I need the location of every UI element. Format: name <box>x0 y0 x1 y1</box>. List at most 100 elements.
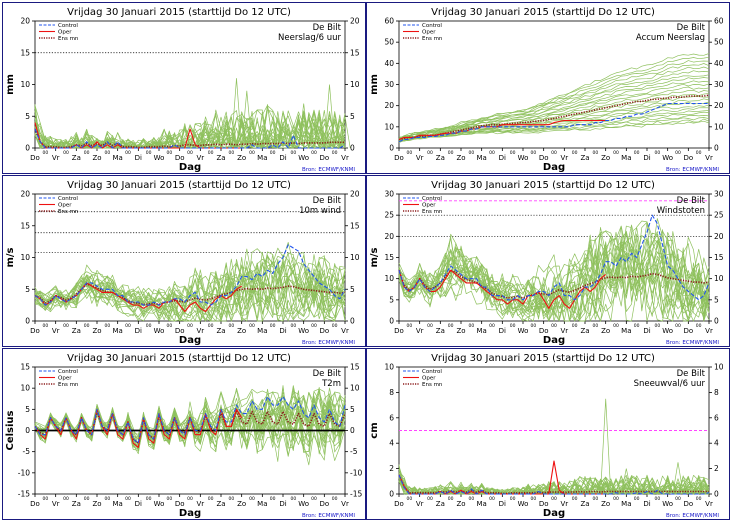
day-label: Di <box>135 500 142 508</box>
day-label: Vr <box>416 154 424 162</box>
chart-title: Vrijdag 30 Januari 2015 (starttijd Do 12… <box>431 180 655 191</box>
chart-title: Vrijdag 30 Januari 2015 (starttijd Do 12… <box>67 7 291 18</box>
y-tick-label: 20 <box>384 232 394 241</box>
y2-tick-label: 8 <box>714 388 719 397</box>
hour-label: 00 <box>406 496 412 502</box>
y2-tick-label: -15 <box>350 490 362 499</box>
y2-tick-label: -10 <box>350 468 362 477</box>
y-tick-label: 5 <box>25 285 30 294</box>
hour-label: 00 <box>654 496 660 502</box>
day-label: Ma <box>621 500 631 508</box>
day-label: Vr <box>341 154 349 162</box>
y-tick-label: 10 <box>384 274 394 283</box>
day-label: Ma <box>257 327 267 335</box>
hour-label: 00 <box>228 496 234 502</box>
day-label: Za <box>580 154 589 162</box>
location-label: De Bilt <box>677 369 706 379</box>
ensemble-member-line <box>34 396 346 454</box>
hour-label: 00 <box>592 323 598 329</box>
oper-series-line <box>398 269 607 309</box>
y2-tick-label: 0 <box>714 317 719 326</box>
ensemble-member-peak <box>323 84 336 149</box>
y2-tick-label: 0 <box>350 317 355 326</box>
day-label: Zo <box>237 154 246 162</box>
hour-label: 00 <box>187 323 193 329</box>
day-label: Di <box>279 500 286 508</box>
y2-tick-label: 0 <box>714 144 719 153</box>
day-label: Zo <box>456 500 465 508</box>
day-label: Za <box>436 327 445 335</box>
day-label: Zo <box>92 154 101 162</box>
ensemble-member-line <box>398 226 710 322</box>
hour-label: 00 <box>696 496 702 502</box>
day-label: Ma <box>621 327 631 335</box>
y-tick-label: 15 <box>20 221 30 230</box>
y-tick-label: 50 <box>384 38 394 47</box>
hour-label: 00 <box>592 496 598 502</box>
hour-label: 00 <box>146 323 152 329</box>
ensemble-member-line <box>398 231 710 322</box>
y-tick-label: 20 <box>20 17 30 26</box>
day-label: Do <box>539 500 549 508</box>
hour-label: 00 <box>187 496 193 502</box>
y-tick-label: 0 <box>25 426 30 435</box>
hour-label: 00 <box>125 150 131 156</box>
hour-label: 00 <box>427 150 433 156</box>
ensemble-member-line <box>398 242 710 317</box>
hour-label: 00 <box>654 323 660 329</box>
day-label: Vr <box>560 154 568 162</box>
y-tick-label: 0 <box>25 317 30 326</box>
chart-snow6h: Vrijdag 30 Januari 2015 (starttijd Do 12… <box>369 353 724 519</box>
day-label: Ma <box>257 154 267 162</box>
y-axis-label: Celsius <box>5 410 16 450</box>
y-tick-label: 5 <box>25 405 30 414</box>
hour-label: 00 <box>448 323 454 329</box>
hour-label: 00 <box>448 496 454 502</box>
day-label: Do <box>683 154 693 162</box>
day-label: Do <box>175 154 185 162</box>
ensemble-member-line <box>34 111 346 149</box>
hour-label: 00 <box>249 150 255 156</box>
hour-label: 00 <box>613 323 619 329</box>
x-axis-label: Dag <box>179 508 201 519</box>
y-tick-label: -5 <box>23 447 31 456</box>
hour-label: 00 <box>311 496 317 502</box>
ensemble-members <box>398 53 710 143</box>
day-label: Vr <box>560 327 568 335</box>
hour-label: 00 <box>468 323 474 329</box>
legend-label-ensmn: Ens mn <box>58 209 79 215</box>
legend-label-ensmn: Ens mn <box>58 382 79 388</box>
chart-title: Vrijdag 30 Januari 2015 (starttijd Do 12… <box>431 353 655 364</box>
hour-label: 00 <box>125 496 131 502</box>
day-label: Do <box>394 327 404 335</box>
y-tick-label: 20 <box>384 101 394 110</box>
chart-title: Vrijdag 30 Januari 2015 (starttijd Do 12… <box>431 7 655 18</box>
y-tick-label: 30 <box>384 80 394 89</box>
y2-tick-label: 0 <box>350 144 355 153</box>
hour-label: 00 <box>270 496 276 502</box>
hour-label: 00 <box>489 150 495 156</box>
source-label: Bron: ECMWF/KNMI <box>666 167 719 173</box>
panel-10m-wind: Vrijdag 30 Januari 2015 (starttijd Do 12… <box>2 175 366 347</box>
x-axis-label: Dag <box>179 162 201 173</box>
y2-tick-label: -5 <box>350 447 358 456</box>
hour-label: 00 <box>166 496 172 502</box>
hour-label: 00 <box>84 323 90 329</box>
oper-series-line <box>398 119 606 141</box>
day-label: Za <box>216 154 225 162</box>
hour-label: 00 <box>208 150 214 156</box>
legend-label-control: Control <box>422 23 442 29</box>
control-series-line <box>34 244 346 306</box>
source-label: Bron: ECMWF/KNMI <box>666 513 719 519</box>
legend-label-oper: Oper <box>422 203 436 209</box>
ensemble-member-line <box>398 246 710 322</box>
hour-label: 00 <box>510 150 516 156</box>
day-label: Ma <box>112 500 122 508</box>
hour-label: 00 <box>551 150 557 156</box>
y2-tick-label: 50 <box>714 38 724 47</box>
day-label: Zo <box>456 327 465 335</box>
parameter-label: Neerslag/6 uur <box>278 33 341 43</box>
hour-label: 00 <box>572 323 578 329</box>
y2-tick-label: 0 <box>350 426 355 435</box>
